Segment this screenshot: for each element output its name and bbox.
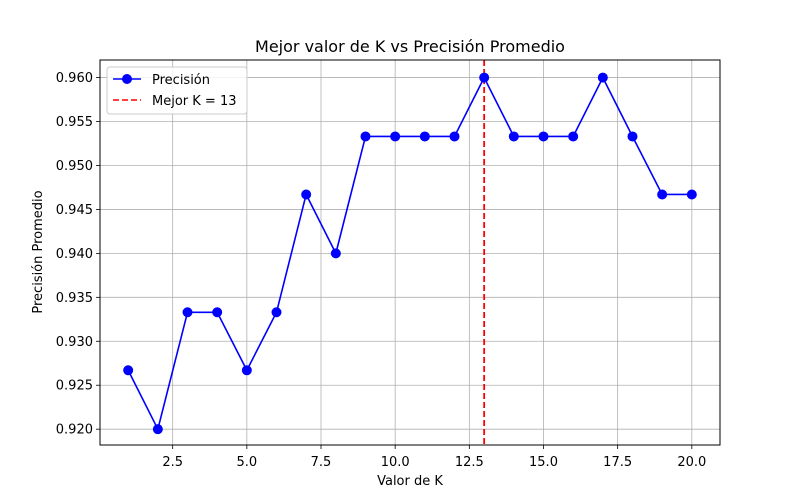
y-axis-label: Precisión Promedio xyxy=(31,190,46,313)
data-point-marker xyxy=(360,131,371,142)
y-tick-label: 0.960 xyxy=(56,71,93,86)
x-tick-label: 2.5 xyxy=(162,455,183,470)
data-point-marker xyxy=(182,307,193,318)
data-point-marker xyxy=(538,131,549,142)
data-point-marker xyxy=(152,424,163,435)
data-point-marker xyxy=(568,131,579,142)
series-line xyxy=(127,76,692,430)
y-tick-label: 0.955 xyxy=(56,115,93,130)
data-point-marker xyxy=(419,131,430,142)
legend-reference-label: Mejor K = 13 xyxy=(152,94,236,109)
legend-series-label: Precisión xyxy=(152,73,210,88)
plot-frame xyxy=(99,59,721,446)
y-tick-label: 0.925 xyxy=(56,379,93,394)
series-layer xyxy=(123,72,697,435)
x-tick-label: 10.0 xyxy=(381,455,410,470)
x-axis-label: Valor de K xyxy=(377,474,443,489)
data-point-marker xyxy=(241,365,252,376)
data-point-marker xyxy=(508,131,519,142)
ticks-layer: 2.5 5.0 7.5 10.0 12.5 15.0 17.5 20.0 0.920 0.925 0… xyxy=(56,71,707,470)
legend: Precisión Mejor K = 13 xyxy=(106,66,248,115)
data-point-marker xyxy=(657,189,668,200)
y-tick-label: 0.940 xyxy=(56,247,93,262)
chart-title: Mejor valor de K vs Precisión Promedio xyxy=(255,37,565,56)
y-tick-label: 0.935 xyxy=(56,291,93,306)
data-point-marker xyxy=(271,307,282,318)
legend-series-marker-swatch xyxy=(122,74,132,84)
x-tick-label: 12.5 xyxy=(455,455,484,470)
y-tick-label: 0.950 xyxy=(56,159,93,174)
data-point-marker xyxy=(301,189,312,200)
data-point-marker xyxy=(390,131,401,142)
data-point-marker xyxy=(627,131,638,142)
x-tick-label: 5.0 xyxy=(236,455,257,470)
data-point-marker xyxy=(212,307,223,318)
x-tick-label: 7.5 xyxy=(311,455,332,470)
x-tick-label: 17.5 xyxy=(603,455,632,470)
y-tick-label: 0.930 xyxy=(56,335,93,350)
x-tick-label: 15.0 xyxy=(529,455,558,470)
grid-layer xyxy=(100,60,720,445)
data-point-marker xyxy=(123,365,134,376)
y-tick-label: 0.920 xyxy=(56,423,93,438)
data-point-marker xyxy=(597,72,608,83)
data-point-marker xyxy=(330,248,341,259)
legend-box xyxy=(106,66,248,115)
y-tick-label: 0.945 xyxy=(56,203,93,218)
x-tick-label: 20.0 xyxy=(677,455,706,470)
data-point-marker xyxy=(479,72,490,83)
data-point-marker xyxy=(449,131,460,142)
data-point-marker xyxy=(686,189,697,200)
